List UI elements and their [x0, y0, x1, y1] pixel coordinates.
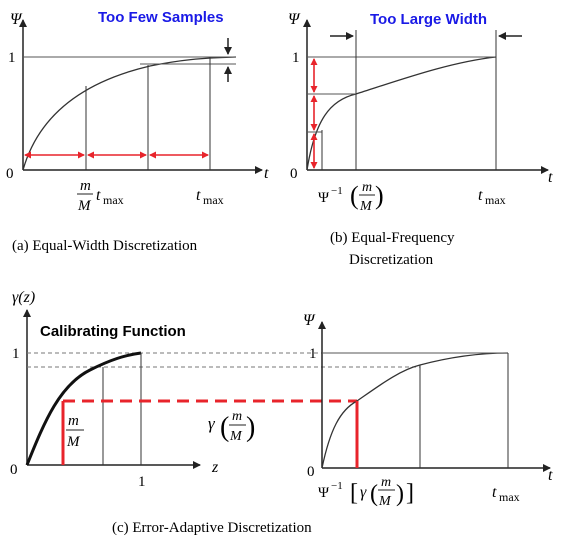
panel-c-right-bracket-close: ]: [406, 480, 414, 506]
panel-c-gamma-frac-num: m: [232, 409, 242, 424]
panel-c-right-origin: 0: [307, 464, 315, 480]
panel-c-right-x-axis-label: t: [548, 467, 553, 484]
panel-a-frac-den: M: [77, 198, 92, 214]
panel-b-caption-1: (b) Equal-Frequency: [330, 230, 455, 246]
panel-a-frac-num: m: [80, 178, 91, 194]
panel-c-left-curve: [25, 351, 142, 466]
panel-a-callout: Too Few Samples: [98, 9, 224, 26]
panel-c-right-tick-sub: max: [499, 490, 520, 504]
panel-c-left-origin: 0: [10, 462, 18, 478]
panel-c-right-frac-den: M: [378, 494, 392, 509]
panel-b-callout: Too Large Width: [370, 11, 487, 28]
panel-a-y-axis-label: Ψ: [10, 11, 23, 28]
panel-c-right-tick-psi-exp: −1: [331, 480, 343, 492]
panel-a-tick-mid-t: t: [96, 187, 101, 204]
panel-c-gamma: γ: [208, 414, 216, 433]
panel-c-right-tick-psi: Ψ: [318, 485, 330, 501]
panel-b-caption-2: Discretization: [349, 252, 434, 268]
panel-c-left-x-tick-1: 1: [138, 474, 146, 490]
panel-c-left-frac-num: m: [68, 413, 79, 429]
panel-c-right-y-axis-label: Ψ: [303, 312, 316, 329]
panel-a-tick-right-sub: max: [203, 193, 224, 207]
panel-c-right: Ψ t 0 1 Ψ −1 [ γ ( m M ) ] t max (c) Err…: [112, 312, 553, 536]
panel-b-origin: 0: [290, 166, 298, 182]
panel-c-caption: (c) Error-Adaptive Discretization: [112, 520, 312, 536]
panel-b-paren-open: (: [350, 181, 359, 210]
panel-c-right-frac-num: m: [381, 475, 391, 490]
panel-c-left-x-axis-label: z: [211, 459, 219, 476]
panel-c-right-tick-t: t: [492, 484, 497, 501]
panel-a-tick-mid-sub: max: [103, 193, 124, 207]
panel-c-left-title: Calibrating Function: [40, 323, 186, 340]
panel-b-y-tick-1: 1: [292, 50, 300, 66]
panel-b-tick-psi: Ψ: [318, 190, 330, 206]
panel-c-right-gamma: γ: [360, 484, 367, 501]
panel-c-gamma-frac-den: M: [229, 429, 243, 444]
panel-c-right-y-tick-1: 1: [309, 346, 317, 362]
panel-c-left-y-tick-1: 1: [12, 346, 20, 362]
panel-b-y-axis-label: Ψ: [288, 11, 301, 28]
panel-b-tick-right-sub: max: [485, 193, 506, 207]
panel-a-caption: (a) Equal-Width Discretization: [12, 238, 198, 254]
panel-b-paren-close: ): [375, 181, 384, 210]
panel-b-curve: [306, 56, 497, 171]
panel-c-gamma-paren-open: (: [220, 412, 229, 443]
panel-b-frac-den: M: [359, 199, 373, 214]
panel-c-left: γ(z) z 0 1 1 Calibrating Function m M γ …: [10, 289, 505, 490]
panel-b-tick-right-t: t: [478, 187, 483, 204]
panel-b-frac-num: m: [362, 180, 372, 195]
panel-a-tick-right-t: t: [196, 187, 201, 204]
panel-a-y-tick-1: 1: [8, 50, 16, 66]
panel-c-left-frac-den: M: [66, 434, 81, 450]
panel-a-x-axis-label: t: [264, 165, 269, 182]
panel-a-curve: [22, 56, 237, 171]
panel-b-tick-psi-exp: −1: [331, 185, 343, 197]
panel-c-left-y-axis-label: γ(z): [12, 289, 35, 306]
panel-a-origin: 0: [6, 166, 14, 182]
panel-a: Too Few Samples Ψ t 0 1 m M t max t max …: [6, 9, 269, 254]
panel-c-gamma-paren-close: ): [246, 412, 255, 443]
panel-c-right-curve: [321, 352, 509, 469]
panel-c-right-paren-open: (: [370, 481, 378, 507]
panel-b-x-axis-label: t: [548, 169, 553, 186]
panel-c-right-bracket-open: [: [350, 480, 358, 506]
panel-b: Too Large Width Ψ t 0 1 Ψ −1 ( m M ) t m…: [288, 11, 553, 268]
panel-c-right-paren-close: ): [396, 481, 404, 507]
